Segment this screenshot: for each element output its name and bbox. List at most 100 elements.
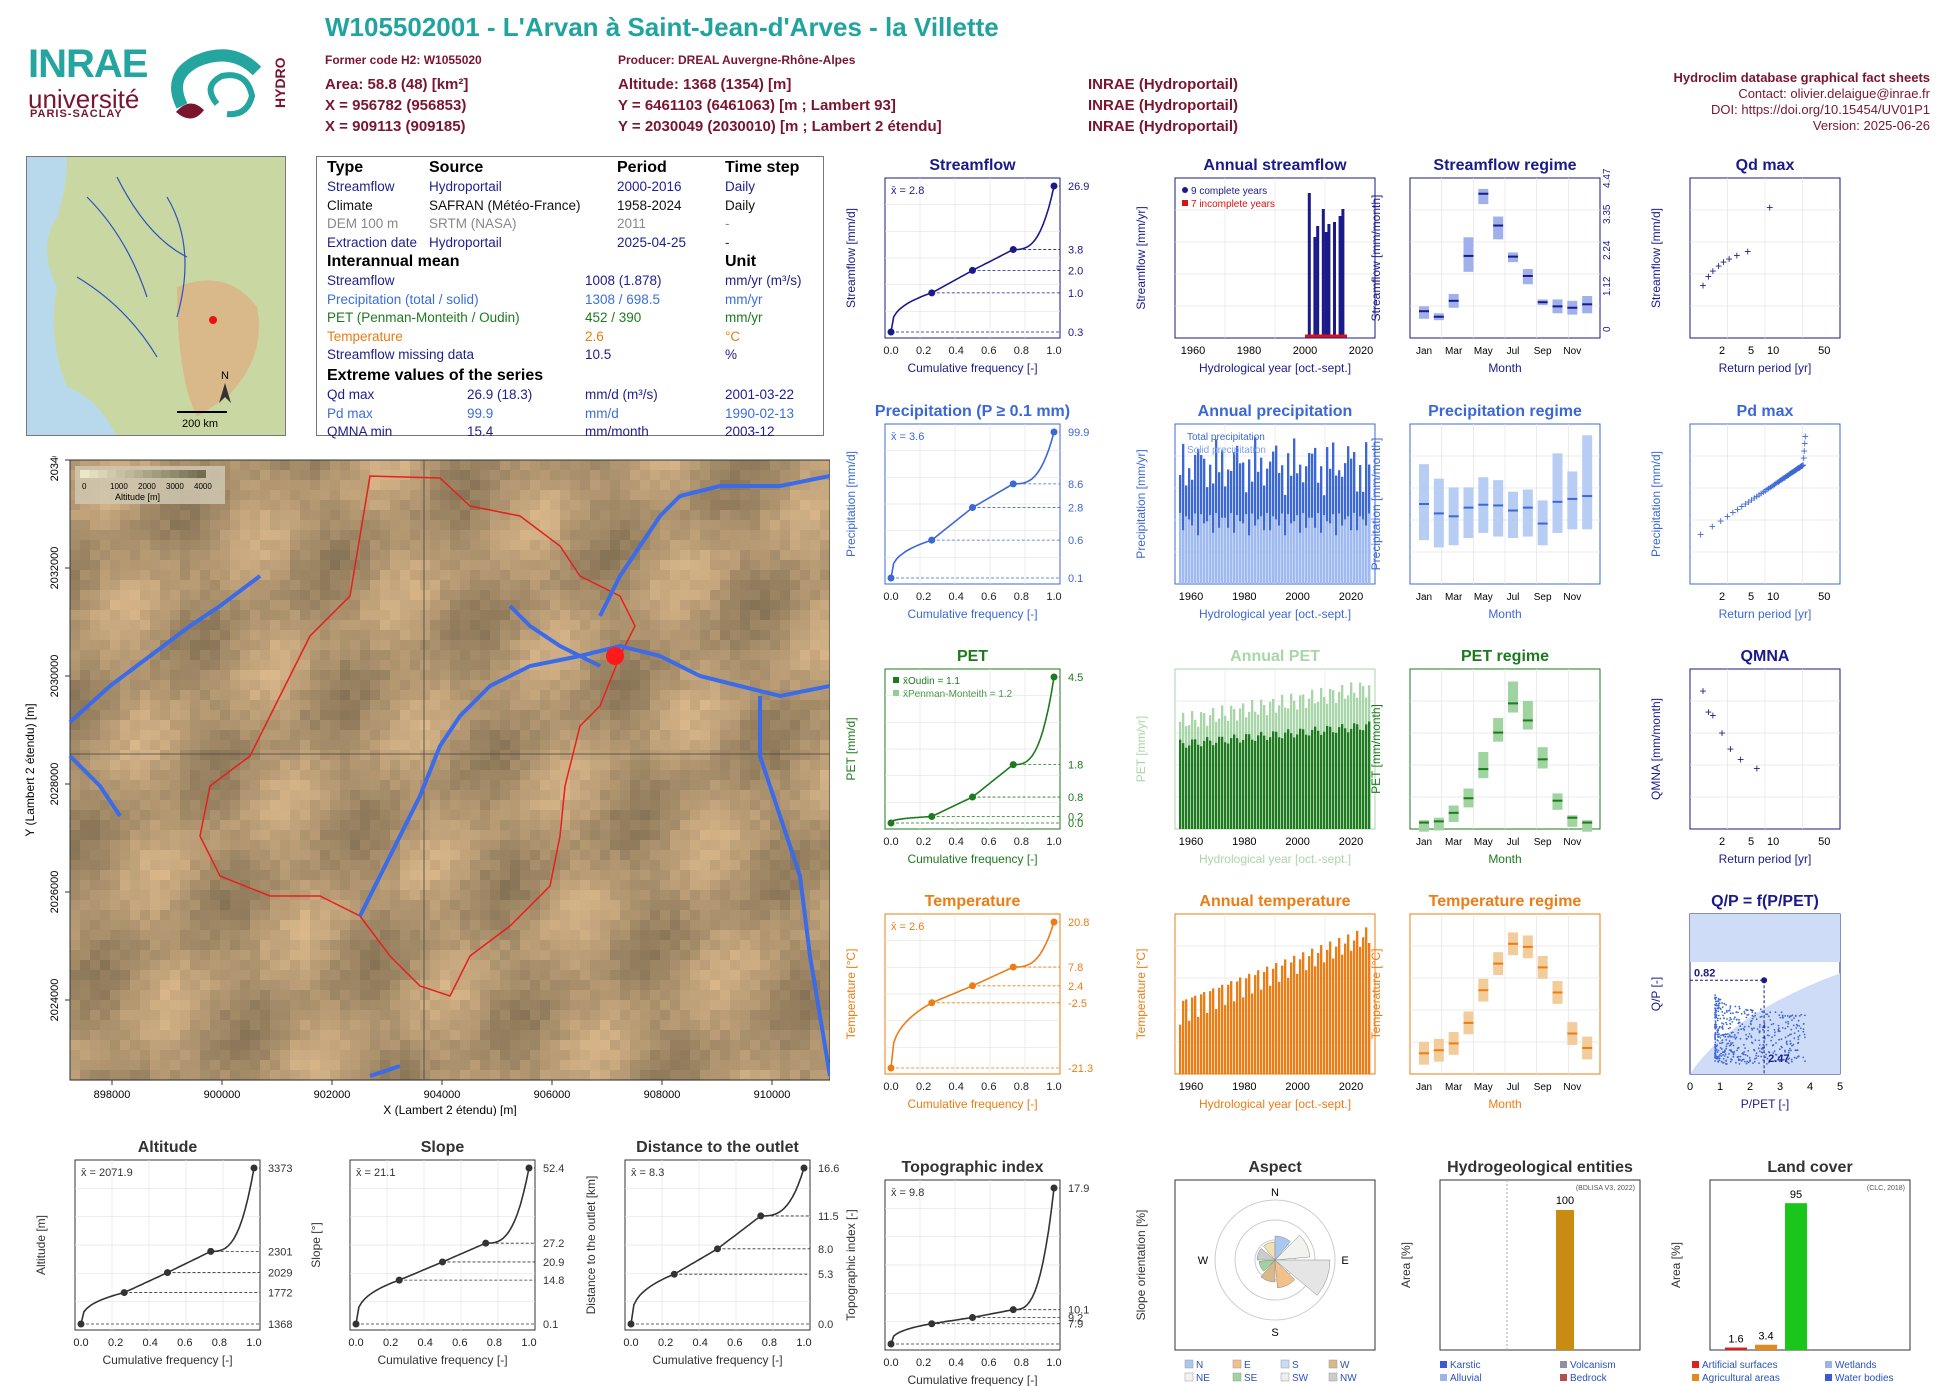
x-tick: 1980 <box>1237 345 1261 357</box>
topo_index-point <box>1009 1306 1017 1314</box>
precip_fdc-xlabel: Cumulative frequency [-] <box>907 607 1037 621</box>
altitude-legend: 0 1000 2000 3000 4000 Altitude [m] <box>75 466 225 504</box>
streamflow_regime-title: Streamflow regime <box>1433 157 1576 174</box>
x-tick: 0.0 <box>883 1081 898 1093</box>
altitude_hyps-point <box>120 1289 128 1297</box>
annual_precip-bar-secondary <box>1302 513 1305 584</box>
x-tick: 0.6 <box>981 836 996 848</box>
info-mean-label: PET (Penman-Monteith / Oudin) <box>327 310 520 325</box>
distance-ylabel: Distance to the outlet [km] <box>584 1176 598 1315</box>
hydrogeo: Hydrogeological entities Area [%] 100(BDLI… <box>1399 1159 1641 1384</box>
pet_regime: PET regime Month PET [mm/month] Jan Mar May Ju… <box>1369 648 1601 866</box>
annual_streamflow-bar <box>1333 222 1336 338</box>
annual_precip-bar-secondary <box>1182 530 1185 584</box>
pet_regime-title: PET regime <box>1461 648 1549 665</box>
streamflow_regime-xlabel: Month <box>1488 361 1521 375</box>
x-tick: Jan <box>1416 1082 1432 1093</box>
qd_max-ylabel: Streamflow [mm/d] <box>1649 208 1663 308</box>
pd_max-point: + <box>1774 476 1781 490</box>
annual_precip-bar-secondary <box>1347 516 1350 584</box>
hydrogeo-value: 100 <box>1556 1195 1574 1207</box>
annual_pet-bar-secondary <box>1341 724 1344 829</box>
annual_pet-bar-secondary <box>1278 737 1281 829</box>
annual_temp-bar <box>1305 970 1308 1074</box>
topo_index-mean: x̄ = 9.8 <box>891 1187 924 1199</box>
map-y-tick: 2028000 <box>49 763 61 806</box>
x-tick: Jan <box>1416 346 1432 357</box>
annual_precip-bar <box>1197 449 1200 584</box>
annual_streamflow-ylabel: Streamflow [mm/yr] <box>1134 206 1148 309</box>
precip_regime: Precipitation regime Month Precipitation [… <box>1369 403 1601 621</box>
pet_fdc-ylabel: PET [mm/d] <box>844 717 858 780</box>
pd_max-point: + <box>1734 502 1741 516</box>
qp_ppet-ylabel: Q/P [-] <box>1649 977 1663 1011</box>
info-mean-label: Streamflow missing data <box>327 347 475 362</box>
precip_fdc-right-tick: 0.1 <box>1068 573 1083 585</box>
annual_temp-bar <box>1344 943 1347 1074</box>
pd_max-point: + <box>1779 472 1786 486</box>
pd_max-point: + <box>1760 485 1767 499</box>
annual_streamflow-bar <box>1324 232 1328 338</box>
annual_precip-bar <box>1236 445 1239 584</box>
streamflow_fdc-right-tick: 1.0 <box>1068 288 1083 300</box>
annual_precip-bar <box>1332 442 1335 584</box>
annual_pet-bar-secondary <box>1290 733 1293 829</box>
landcover-legend-label: Agricultural areas <box>1702 1373 1780 1384</box>
annual_pet-bar-secondary <box>1239 742 1242 829</box>
pet_fdc-right-tick: 0.8 <box>1068 792 1083 804</box>
aspect-dir-label: W <box>1198 1255 1209 1267</box>
annual_pet-bar-secondary <box>1215 742 1218 829</box>
pd_max-point: + <box>1794 462 1801 476</box>
annual_precip-bar-secondary <box>1356 530 1359 584</box>
distance-title: Distance to the outlet <box>636 1139 799 1156</box>
annual_pet-bar-secondary <box>1305 734 1308 829</box>
altitude-legend-title: Altitude [m] <box>115 492 160 502</box>
pd_max-point: + <box>1787 467 1794 481</box>
topo_index-point <box>928 1320 936 1328</box>
pd_max-point: + <box>1751 491 1758 505</box>
annual_precip-bar-secondary <box>1209 515 1212 584</box>
altitude_hyps-right-tick: 3373 <box>268 1163 292 1175</box>
annual_pet-bar-secondary <box>1299 728 1302 829</box>
inrae-logo: INRAE <box>28 42 148 86</box>
info-extreme-label: QMNA min <box>327 424 393 439</box>
pd_max-point: + <box>1781 470 1788 484</box>
annual_precip-bar-secondary <box>1296 515 1299 584</box>
annual_streamflow-xlabel: Hydrological year [oct.-sept.] <box>1199 361 1351 375</box>
annual_precip-bar-secondary <box>1257 519 1260 584</box>
annual_pet-bar-secondary <box>1353 723 1356 829</box>
info-header-mean: Interannual mean <box>327 253 460 270</box>
annual_precip-bar <box>1314 447 1317 584</box>
version: Version: 2025-06-26 <box>1812 118 1930 133</box>
altitude_hyps-title: Altitude <box>138 1139 198 1156</box>
altitude_hyps-point <box>207 1247 215 1255</box>
aspect-dir-label: N <box>1271 1187 1279 1199</box>
pd_max-point: + <box>1748 493 1755 507</box>
info-mean-label: Temperature <box>327 328 403 344</box>
hydrogeo-bar <box>1556 1210 1574 1350</box>
x-tick: 10 <box>1767 345 1779 357</box>
precip_regime-ylabel: Precipitation [mm/month] <box>1369 438 1383 571</box>
pet_fdc-point <box>969 793 976 801</box>
slope-point <box>439 1258 446 1266</box>
qd_max-point: + <box>1720 255 1727 269</box>
annual_temp-bar <box>1239 977 1242 1074</box>
catchment-map: 0 1000 2000 3000 4000 Altitude [m] 898000 90000… <box>23 456 830 1116</box>
aspect-legend-label: NE <box>1196 1373 1210 1384</box>
annual_pet-bar-secondary <box>1179 739 1182 829</box>
qmna: QMNA Return period [yr] QMNA [mm/month] 2 5 1… <box>1649 648 1841 866</box>
annual_streamflow-bar <box>1316 226 1320 338</box>
precip_fdc-right-tick: 99.9 <box>1068 427 1089 439</box>
streamflow_fdc-ylabel: Streamflow [mm/d] <box>844 208 858 308</box>
river <box>68 754 122 818</box>
info-header-source: Source <box>429 159 484 176</box>
annual_pet-bar-secondary <box>1317 730 1320 829</box>
annual_precip-bar-secondary <box>1212 532 1215 584</box>
annual_pet-bar-secondary <box>1227 743 1230 829</box>
annual_pet-bar-secondary <box>1203 740 1206 829</box>
annual_temp-bar <box>1281 965 1284 1074</box>
slope-point <box>395 1276 403 1284</box>
x-tick: Sep <box>1534 1082 1552 1093</box>
x-tick: 0.2 <box>916 1357 931 1369</box>
